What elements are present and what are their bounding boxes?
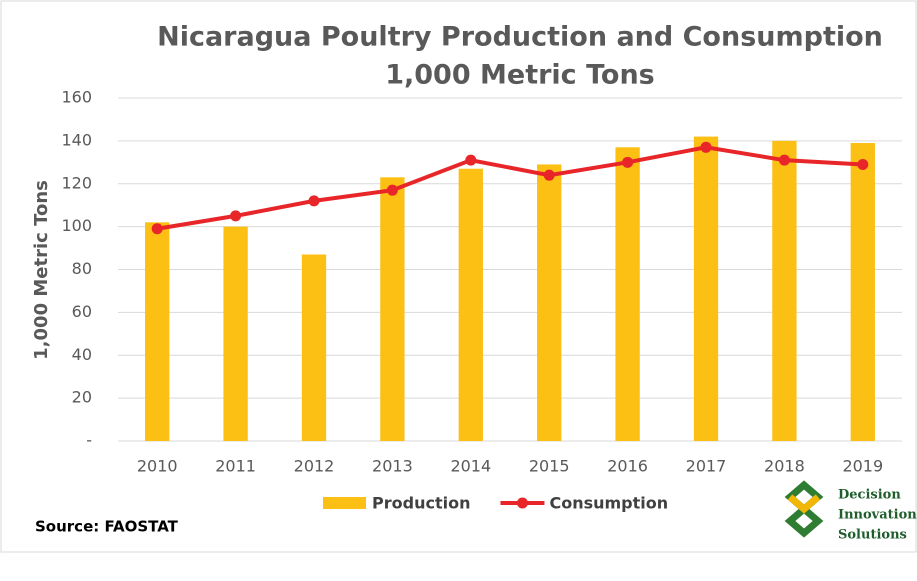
line — [156, 145, 863, 231]
x-tick-label: 2016 — [607, 457, 648, 476]
line-marker — [230, 210, 242, 222]
x-tick-label: 2013 — [372, 457, 413, 476]
y-tick-label: 100 — [61, 216, 92, 235]
legend-label: Production — [372, 494, 470, 513]
x-tick-label: 2019 — [842, 457, 883, 476]
logo-text: Decision — [838, 488, 901, 503]
bar — [615, 147, 640, 441]
line-marker — [778, 154, 790, 166]
bar — [145, 222, 170, 441]
y-tick-label: 40 — [72, 345, 92, 364]
source: Source: FAOSTAT — [35, 518, 179, 536]
line-marker — [622, 156, 634, 168]
legend-swatch — [323, 497, 366, 509]
line-marker — [700, 141, 712, 153]
x-tick-label: 2015 — [529, 457, 570, 476]
logo-icon — [784, 480, 824, 538]
y-tick-label: 120 — [61, 173, 92, 192]
y-tick-label: 160 — [61, 88, 92, 107]
y-tick-label: 20 — [72, 388, 92, 407]
line-marker — [543, 169, 555, 181]
bar — [223, 226, 248, 441]
logo-text: Innovation — [838, 508, 917, 523]
chart-subtitle: 1,000 Metric Tons — [385, 60, 655, 91]
logo-text: Solutions — [838, 528, 907, 543]
line-marker — [151, 223, 163, 235]
line-marker — [857, 158, 869, 170]
bar — [772, 140, 797, 441]
bar — [301, 254, 327, 441]
bar — [458, 168, 483, 441]
x-tick-label: 2017 — [686, 457, 727, 476]
x-tick-label: 2012 — [294, 457, 335, 476]
x-tick-label: 2010 — [137, 457, 178, 476]
legend-swatch — [516, 497, 528, 509]
y-tick-label: 60 — [72, 302, 92, 321]
bar — [693, 136, 719, 441]
line-marker — [308, 195, 320, 207]
y-tick-label: 140 — [61, 130, 92, 149]
bar — [850, 143, 875, 442]
line-marker — [465, 154, 477, 166]
bar — [537, 164, 562, 442]
line-marker — [386, 184, 398, 196]
x-tick-label: 2018 — [764, 457, 805, 476]
chart-title: Nicaragua Poultry Production and Consump… — [157, 22, 883, 53]
legend-label: Consumption — [549, 494, 668, 513]
x-tick-label: 2011 — [215, 457, 256, 476]
y-axis-title: 1,000 Metric Tons — [31, 180, 52, 360]
y-tick-label: - — [86, 431, 92, 450]
y-tick-label: 80 — [72, 259, 92, 278]
x-tick-label: 2014 — [450, 457, 491, 476]
bar — [380, 177, 405, 441]
